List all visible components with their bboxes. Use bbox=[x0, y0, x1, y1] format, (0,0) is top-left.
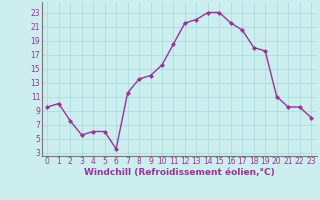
X-axis label: Windchill (Refroidissement éolien,°C): Windchill (Refroidissement éolien,°C) bbox=[84, 168, 275, 177]
